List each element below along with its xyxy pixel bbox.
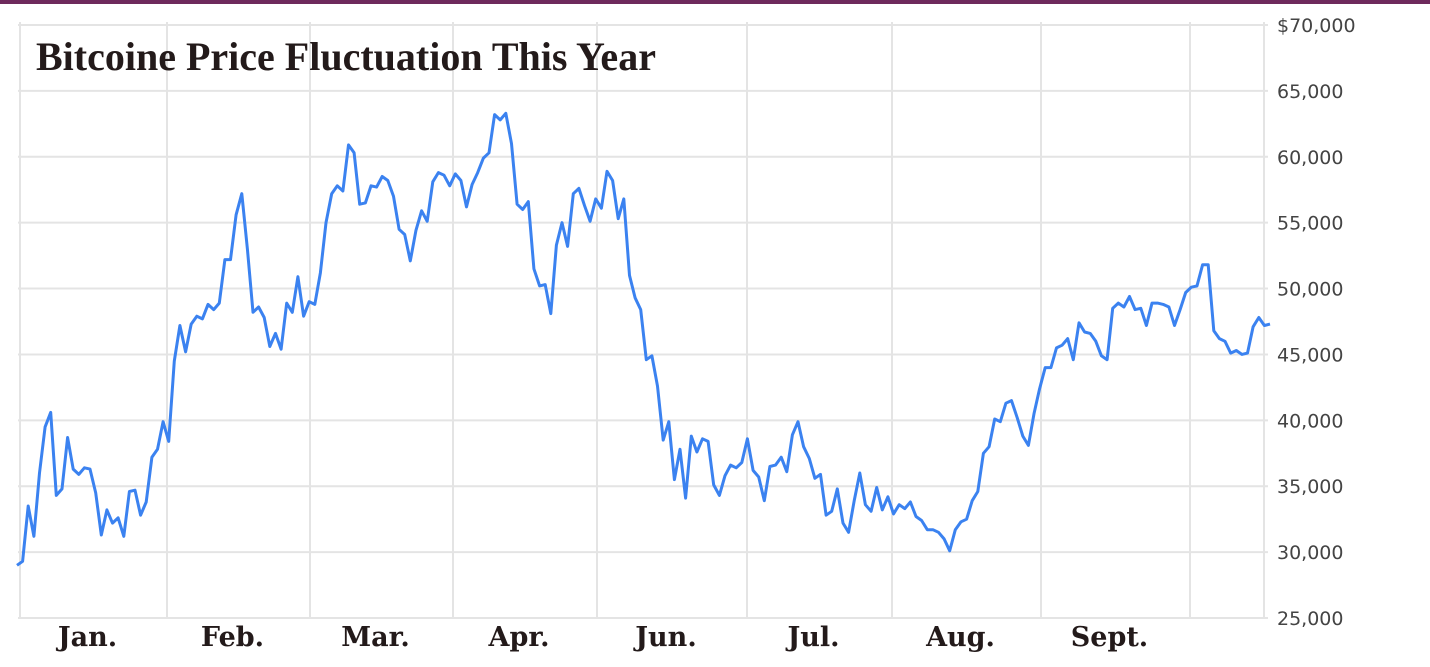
top-accent-bar [0,0,1430,4]
x-tick-label: Apr. [488,622,550,653]
x-tick-label: Aug. [925,622,995,653]
x-tick-label: Jul. [785,622,839,653]
y-tick-label: 60,000 [1277,147,1343,169]
y-tick-label: 45,000 [1277,344,1343,366]
x-tick-label: Feb. [201,622,264,653]
x-axis-ticks: Jan. Feb. Mar. Apr. Jun. Jul. Aug. Sept. [56,622,1148,653]
y-tick-label: 25,000 [1277,608,1343,630]
y-tick-label: 30,000 [1277,542,1343,564]
y-tick-label: 40,000 [1277,410,1343,432]
x-tick-label: Sept. [1071,622,1148,653]
x-tick-label: Mar. [341,622,410,653]
y-tick-label: 65,000 [1277,81,1343,103]
y-tick-label: $70,000 [1277,15,1356,37]
x-tick-label: Jun. [633,622,696,653]
price-line [16,111,1271,567]
chart-title: Bitcoine Price Fluctuation This Year [36,34,656,79]
y-tick-label: 35,000 [1277,476,1343,498]
x-tick-label: Jan. [56,622,117,653]
y-tick-label: 50,000 [1277,279,1343,301]
y-axis-ticks: $70,000 65,000 60,000 55,000 50,000 45,000 40,… [1277,15,1356,630]
series-line-group [16,111,1271,567]
grid [18,22,1268,619]
y-tick-label: 55,000 [1277,213,1343,235]
